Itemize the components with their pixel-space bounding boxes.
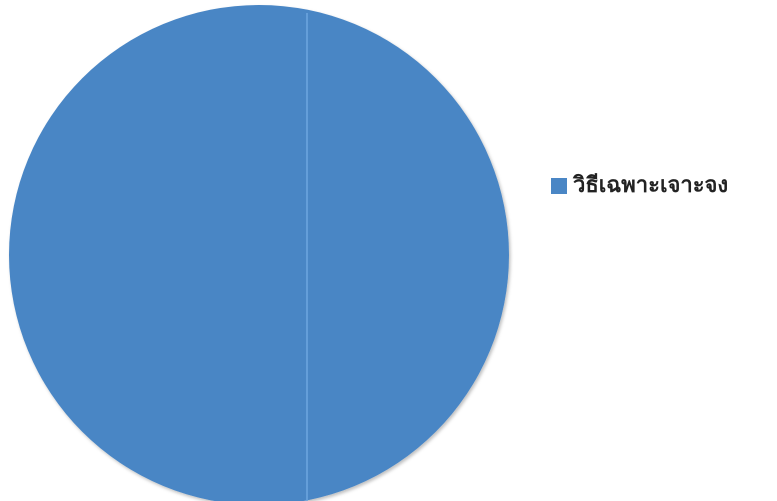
legend: วิธีเฉพาะเจาะจง [551,173,728,198]
pie-slice [9,5,509,501]
legend-swatch [551,178,567,194]
pie-slices [9,5,509,501]
legend-label: วิธีเฉพาะเจาะจง [572,173,728,198]
